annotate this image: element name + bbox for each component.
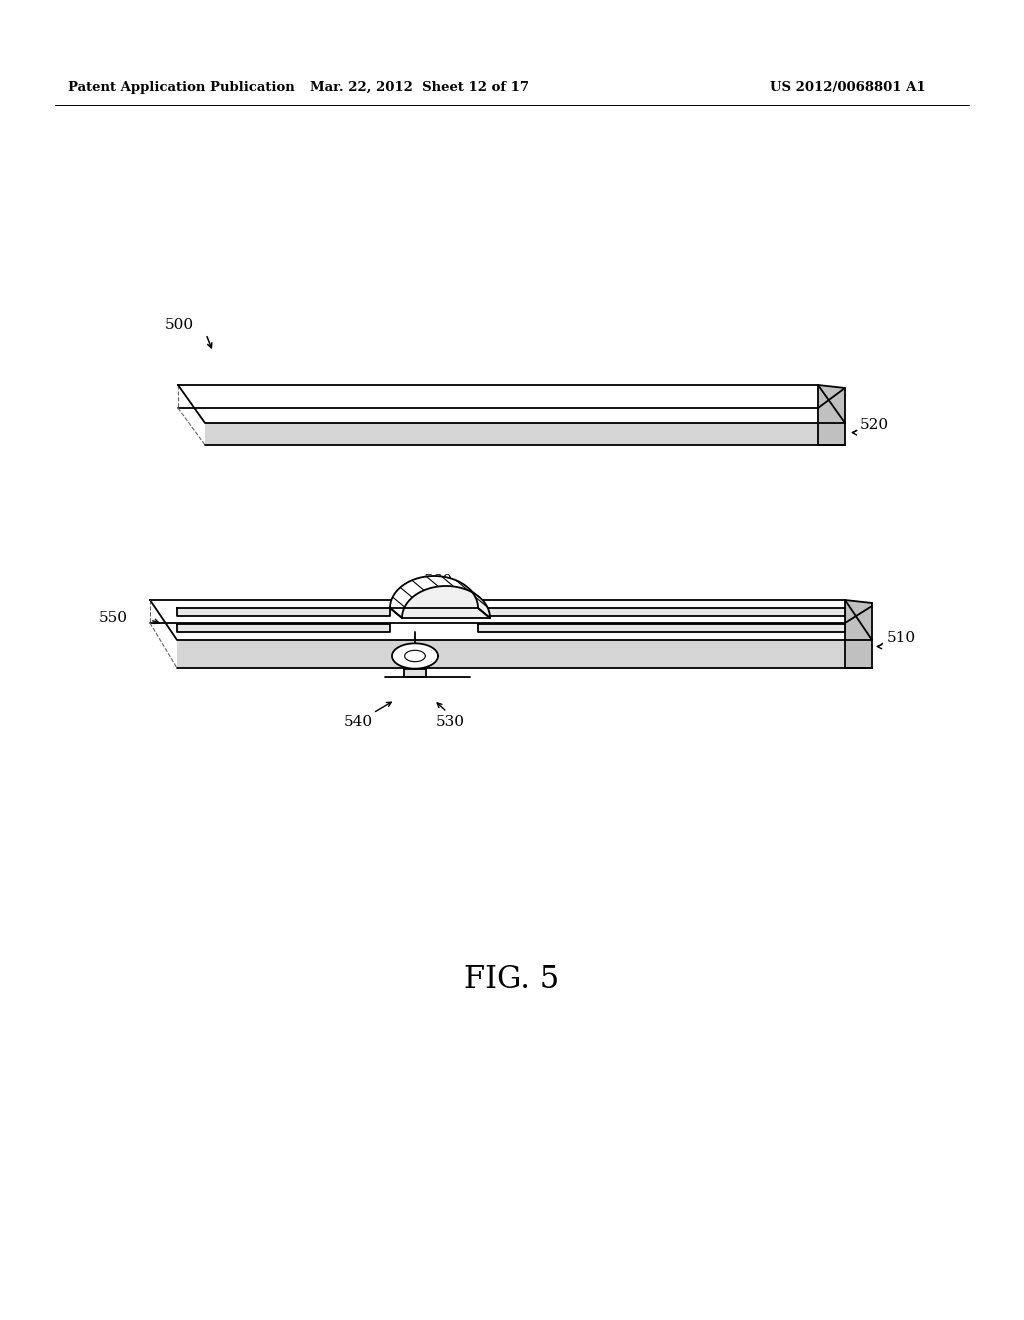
Text: 510: 510 bbox=[887, 631, 916, 645]
Text: 520: 520 bbox=[860, 418, 889, 432]
Polygon shape bbox=[177, 609, 390, 616]
Text: 550: 550 bbox=[99, 611, 128, 624]
Polygon shape bbox=[818, 385, 845, 445]
Polygon shape bbox=[478, 609, 845, 616]
Text: 540: 540 bbox=[343, 715, 373, 729]
Text: 530: 530 bbox=[435, 715, 465, 729]
Polygon shape bbox=[390, 576, 490, 618]
Polygon shape bbox=[845, 601, 872, 668]
Polygon shape bbox=[404, 669, 426, 677]
Polygon shape bbox=[392, 643, 438, 669]
Text: Mar. 22, 2012  Sheet 12 of 17: Mar. 22, 2012 Sheet 12 of 17 bbox=[310, 81, 529, 94]
Text: 500: 500 bbox=[165, 318, 195, 333]
Polygon shape bbox=[402, 586, 490, 618]
Polygon shape bbox=[177, 640, 872, 668]
Polygon shape bbox=[205, 422, 845, 445]
Text: FIG. 5: FIG. 5 bbox=[464, 965, 560, 995]
Text: 560: 560 bbox=[424, 574, 453, 587]
Polygon shape bbox=[178, 385, 845, 422]
Polygon shape bbox=[177, 624, 390, 632]
Text: Patent Application Publication: Patent Application Publication bbox=[68, 81, 295, 94]
Polygon shape bbox=[478, 624, 845, 632]
Polygon shape bbox=[150, 601, 872, 640]
Text: US 2012/0068801 A1: US 2012/0068801 A1 bbox=[770, 81, 926, 94]
